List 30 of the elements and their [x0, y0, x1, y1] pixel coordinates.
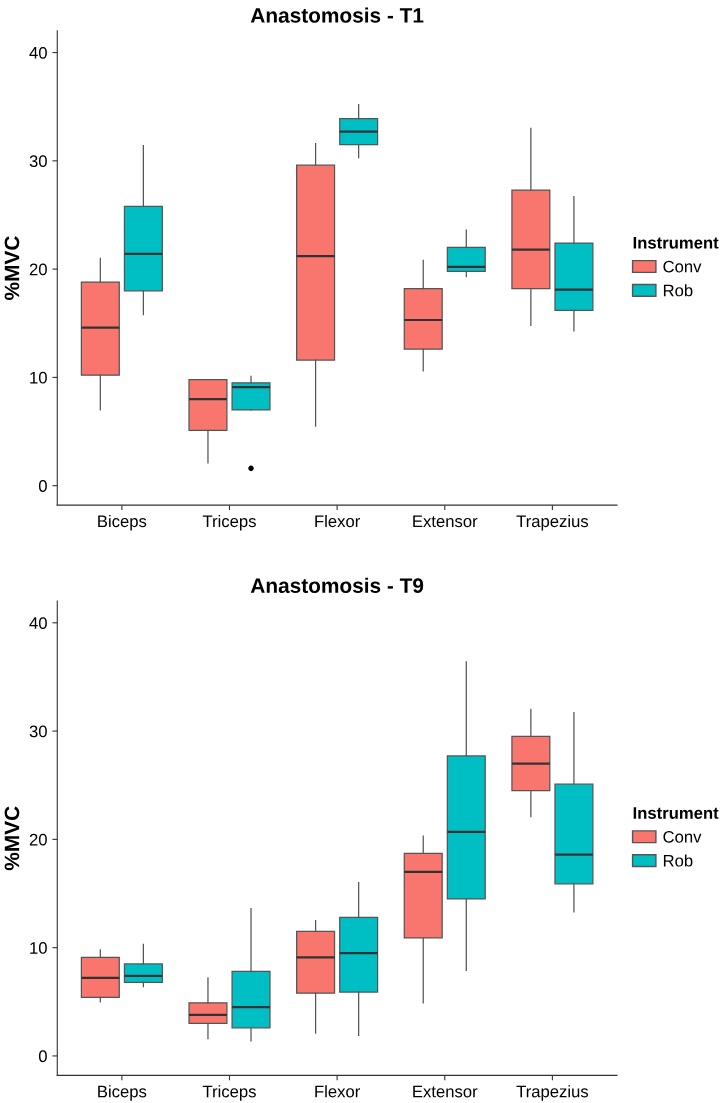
- x-tick-label: Trapezius: [516, 514, 589, 531]
- legend-label: Conv: [663, 830, 702, 843]
- y-tick-label: 0: [38, 480, 47, 492]
- x-tick-label: Triceps: [202, 1085, 256, 1101]
- legend-label: Rob: [663, 284, 693, 297]
- y-tick-label: 40: [29, 46, 47, 59]
- legend-label: Rob: [663, 854, 693, 867]
- y-tick-label: 20: [29, 833, 47, 846]
- x-tick-label: Triceps: [202, 514, 256, 531]
- x-tick-label: Biceps: [98, 514, 147, 531]
- y-axis-title: %MVC: [4, 806, 20, 871]
- x-tick-label: Flexor: [315, 1085, 360, 1098]
- x-tick-label: Biceps: [98, 1085, 147, 1101]
- legend-title: Instrument: [633, 237, 719, 249]
- y-tick-label: 0: [38, 1050, 47, 1063]
- y-tick-label: 40: [29, 617, 47, 629]
- x-tick-label: Trapezius: [516, 1085, 589, 1101]
- x-tick-label: Flexor: [315, 514, 360, 528]
- legend-label: Conv: [663, 260, 702, 273]
- chart-title: Anastomosis - T1: [250, 7, 424, 23]
- y-tick-label: 10: [30, 942, 47, 954]
- y-tick-label: 30: [29, 155, 47, 168]
- y-tick-label: 10: [30, 371, 47, 384]
- chart-title: Anastomosis - T9: [250, 577, 424, 594]
- x-tick-label: Extensor: [413, 515, 478, 528]
- x-tick-label: Extensor: [413, 1085, 478, 1098]
- legend-title: Instrument: [633, 807, 719, 819]
- y-tick-label: 30: [29, 725, 47, 738]
- y-tick-label: 20: [29, 263, 47, 276]
- y-axis-title: %MVC: [4, 236, 20, 300]
